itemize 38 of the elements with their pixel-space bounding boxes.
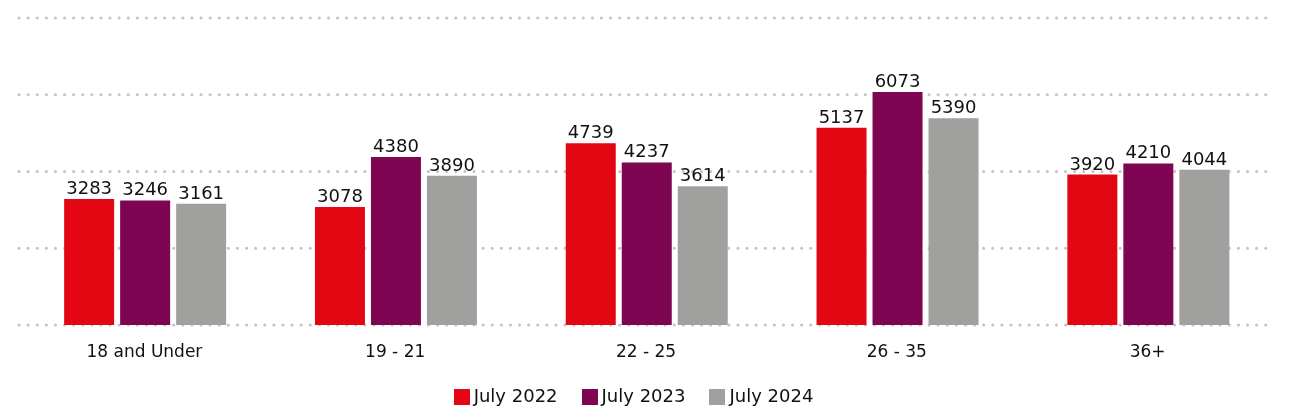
bar: [928, 118, 979, 325]
bar: [426, 175, 477, 325]
data-label: 4210: [1125, 141, 1172, 163]
x-tick-label: 18 and Under: [86, 341, 203, 362]
legend-label: July 2024: [729, 385, 814, 406]
data-label: 6073: [874, 69, 921, 91]
bar: [816, 127, 867, 325]
legend-label: July 2022: [473, 385, 558, 406]
data-label: 4044: [1181, 147, 1228, 169]
data-label: 3161: [178, 181, 225, 203]
bar: [621, 162, 672, 325]
legend-label: July 2023: [601, 385, 686, 406]
data-label: 3246: [122, 178, 169, 200]
bar: [176, 203, 227, 325]
data-label: 4739: [567, 121, 614, 143]
x-tick-label: 36+: [1129, 341, 1166, 362]
data-label: 3614: [679, 164, 726, 186]
x-tick-label: 26 - 35: [866, 341, 927, 362]
bar: [565, 143, 616, 325]
data-label: 5137: [818, 105, 865, 127]
bar: [677, 186, 728, 325]
data-label: 5390: [930, 96, 977, 118]
data-label: 3283: [66, 177, 113, 199]
bar: [370, 156, 421, 325]
bar: [314, 206, 365, 325]
data-label: 3078: [317, 184, 363, 206]
bar: [1179, 169, 1230, 325]
data-label: 3920: [1069, 152, 1116, 174]
x-tick-label: 22 - 25: [615, 341, 677, 362]
x-tick-label: 19 - 21: [365, 341, 426, 362]
data-label: 3890: [429, 153, 475, 175]
bar: [64, 199, 115, 325]
bar: [1067, 174, 1118, 325]
bar: [120, 200, 171, 325]
bar: [1123, 163, 1174, 325]
data-label: 4380: [373, 134, 419, 156]
bar: [872, 91, 923, 325]
data-label: 4237: [623, 140, 670, 162]
